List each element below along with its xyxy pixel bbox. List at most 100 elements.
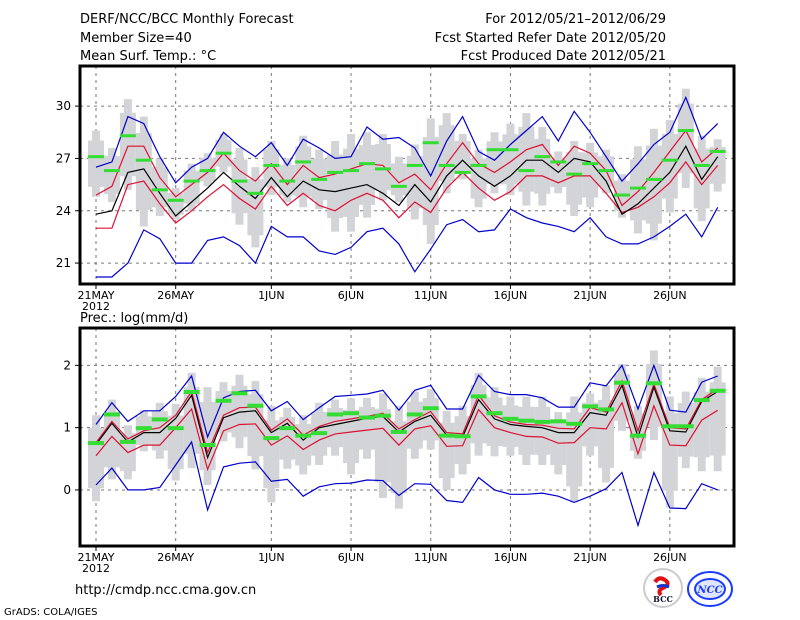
forecast-period: For 2012/05/21–2012/06/29 xyxy=(485,12,666,27)
temp-median-mark xyxy=(279,179,296,183)
prec-xtick-label: 16JUN xyxy=(494,551,528,564)
prec-median-mark xyxy=(231,391,248,396)
prec-median-mark xyxy=(645,381,662,386)
prec-box xyxy=(183,387,200,454)
temp-median-mark xyxy=(374,167,391,171)
prec-xtick-year-label: 2012 xyxy=(82,562,110,575)
temp-box xyxy=(103,156,120,194)
temp-ytick-label: 30 xyxy=(56,99,71,113)
prec-box xyxy=(343,409,360,463)
prec-box xyxy=(598,399,615,468)
temp-mean-line xyxy=(95,144,719,217)
temp-box xyxy=(295,146,312,197)
prec-median-mark xyxy=(135,426,152,431)
prec-median-mark xyxy=(390,429,407,434)
prec-median-mark xyxy=(566,421,583,426)
prec-box xyxy=(566,412,583,487)
prec-box xyxy=(502,405,519,447)
temp-ytick-label: 21 xyxy=(56,256,71,270)
grads-credit: GrADS: COLA/IGES xyxy=(4,607,98,618)
prec-box xyxy=(661,413,678,491)
chart-title: DERF/NCC/BCC Monthly Forecast xyxy=(80,12,294,27)
prec-median-mark xyxy=(614,380,631,385)
temp-box xyxy=(438,125,455,182)
prec-median-mark xyxy=(167,426,184,431)
prec-median-mark xyxy=(661,424,678,429)
source-url[interactable]: http://cmdp.ncc.cma.gov.cn xyxy=(75,583,257,598)
temp-box xyxy=(470,158,487,199)
prec-box xyxy=(438,422,455,479)
prec-median-mark xyxy=(693,398,710,403)
temp-median-mark xyxy=(454,170,471,174)
prec-median-mark xyxy=(454,434,471,439)
temp-median-mark xyxy=(550,160,567,164)
temp-median-mark xyxy=(103,169,120,173)
temp-median-mark xyxy=(486,148,503,152)
temp-xtick-year-label: 2012 xyxy=(82,300,110,313)
prec-median-mark xyxy=(534,419,551,424)
temp-max-line xyxy=(95,95,719,184)
temp-box xyxy=(247,179,264,236)
prec-median-mark xyxy=(470,394,487,399)
prec-median-mark xyxy=(151,417,168,422)
prec-xtick-label: 6JUN xyxy=(338,551,365,564)
temp-box xyxy=(406,155,423,209)
temp-box xyxy=(422,137,439,226)
temp-xtick-label: 16JUN xyxy=(494,289,528,302)
forecast-refer-date: Fcst Started Refer Date 2012/05/20 xyxy=(434,31,666,46)
prec-box xyxy=(247,394,264,457)
temp-median-mark xyxy=(598,169,615,173)
temp-median-mark xyxy=(247,191,264,195)
prec-median-mark xyxy=(374,413,391,418)
temp-box xyxy=(135,133,152,210)
temp-median-mark xyxy=(263,163,280,167)
temp-box xyxy=(486,141,503,185)
temp-median-mark xyxy=(677,129,694,133)
prec-mean-line xyxy=(95,383,719,460)
temp-median-mark xyxy=(119,134,136,138)
prec-box xyxy=(534,406,551,455)
prec-median-mark xyxy=(295,433,312,438)
forecast-produced-date: Fcst Produced Date 2012/05/21 xyxy=(460,49,666,64)
temp-median-mark xyxy=(231,179,248,183)
temp-median-mark xyxy=(167,198,184,202)
temp-median-mark xyxy=(151,188,168,192)
temp-median-mark xyxy=(645,177,662,181)
temp-xtick-label: 26JUN xyxy=(653,289,687,302)
prec-box xyxy=(486,397,503,446)
prec-median-mark xyxy=(119,439,136,444)
prec-median-mark xyxy=(406,412,423,417)
temp-box xyxy=(534,138,551,194)
prec-xtick-label: 26MAY xyxy=(157,551,194,564)
temp-box xyxy=(566,152,583,205)
temp-median-mark xyxy=(88,155,104,159)
temp-box xyxy=(629,159,646,221)
prec-ytick-label: 2 xyxy=(63,358,71,372)
temp-median-mark xyxy=(135,158,152,162)
prec-xtick-label: 1JUN xyxy=(258,551,285,564)
prec-median-mark xyxy=(582,404,599,409)
prec-min-line xyxy=(95,440,718,528)
prec-median-mark xyxy=(103,412,120,417)
member-size: Member Size=40 xyxy=(80,31,192,46)
temp-median-mark xyxy=(470,163,487,167)
prec-median-mark xyxy=(598,407,615,412)
prec-box xyxy=(327,408,344,448)
bottom-variable-label: Prec.: log(mm/d) xyxy=(80,311,189,326)
temp-xtick-label: 6JUN xyxy=(338,289,365,302)
prec-median-mark xyxy=(247,403,264,408)
temp-box xyxy=(454,140,471,173)
temp-median-mark xyxy=(215,151,232,155)
prec-median-mark xyxy=(502,416,519,421)
prec-upper-line xyxy=(95,379,719,455)
temp-plot-frame xyxy=(78,64,736,286)
prec-median-mark xyxy=(199,442,216,447)
temp-box xyxy=(343,148,360,218)
prec-box xyxy=(677,403,694,457)
temp-median-mark xyxy=(629,186,646,190)
temp-median-mark xyxy=(199,169,216,173)
temp-median-mark xyxy=(358,162,375,166)
bcc-logo: BCC xyxy=(643,568,683,608)
prec-box xyxy=(709,382,726,456)
prec-median-mark xyxy=(343,411,360,416)
